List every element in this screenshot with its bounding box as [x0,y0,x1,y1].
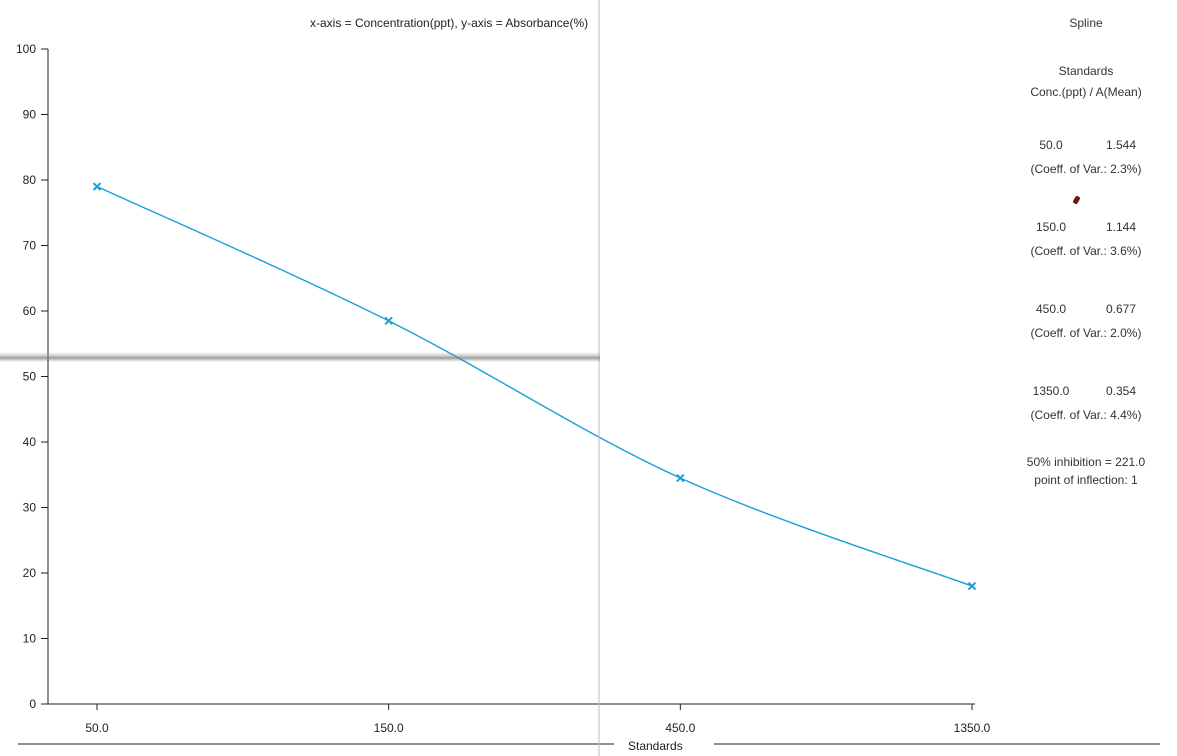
chart-series [92,182,977,591]
data-point-marker [967,581,977,591]
standard-mean: 1.144 [1105,220,1137,234]
standard-row: 1350.0 0.354 (Coeff. of Var.: 4.4%) [996,379,1176,427]
standard-conc: 150.0 [1035,220,1067,234]
data-point-marker [676,473,685,483]
x-axis-title: Standards [622,739,689,753]
standard-cv: (Coeff. of Var.: 3.6%) [1030,244,1142,258]
standard-conc: 450.0 [1035,302,1067,316]
standard-conc: 1350.0 [1032,384,1070,398]
standard-mean: 1.544 [1105,138,1137,152]
x-tick-label: 50.0 [85,721,109,735]
y-tick-label: 20 [23,566,37,580]
y-tick-label: 60 [23,304,37,318]
standard-mean: 0.677 [1105,302,1137,316]
standard-row: 50.0 1.544 (Coeff. of Var.: 2.3%) [996,133,1176,181]
standard-conc: 50.0 [1039,138,1063,152]
inhibition-value: 50% inhibition = 221.0 [1026,455,1146,469]
marker-stroke [384,316,393,326]
marker-stroke [967,581,977,591]
spline-curve [96,185,973,587]
x-tick-label: 450.0 [665,721,695,735]
x-axis-ticks: 50.0 150.0 450.0 1350.0 [85,704,991,735]
data-point-marker [384,316,393,326]
marker-stroke [92,182,102,191]
y-tick-label: 30 [23,501,37,515]
y-tick-label: 70 [23,239,37,253]
y-tick-label: 90 [23,108,37,122]
data-point-marker [92,182,102,191]
x-tick-label: 1350.0 [954,721,991,735]
chart-title: x-axis = Concentration(ppt), y-axis = Ab… [310,16,589,30]
y-tick-label: 40 [23,435,37,449]
standards-title: Standards [1058,64,1114,78]
standards-header: Conc.(ppt) / A(Mean) [1030,85,1142,99]
method-label: Spline [1069,16,1103,30]
standard-row: 150.0 1.144 (Coeff. of Var.: 3.6%) [996,215,1176,263]
y-tick-label: 10 [23,632,37,646]
standard-row: 450.0 0.677 (Coeff. of Var.: 2.0%) [996,297,1176,345]
standard-cv: (Coeff. of Var.: 4.4%) [1030,408,1142,422]
marker-stroke [676,473,685,483]
inflection-value: point of inflection: 1 [1034,473,1138,487]
standard-cv: (Coeff. of Var.: 2.0%) [1030,326,1142,340]
x-tick-label: 150.0 [374,721,404,735]
y-axis-ticks: 0 10 20 30 40 50 60 70 80 90 100 [16,42,48,711]
fit-summary: 50% inhibition = 221.0 point of inflecti… [996,453,1176,489]
y-tick-label: 80 [23,173,37,187]
standards-panel: Spline Standards Conc.(ppt) / A(Mean) 50… [996,16,1176,489]
chart-axes [18,49,1160,745]
standard-cv: (Coeff. of Var.: 2.3%) [1030,162,1142,176]
y-tick-label: 0 [29,697,36,711]
y-tick-label: 50 [23,370,37,384]
y-tick-label: 100 [16,42,36,56]
standard-mean: 0.354 [1105,384,1137,398]
